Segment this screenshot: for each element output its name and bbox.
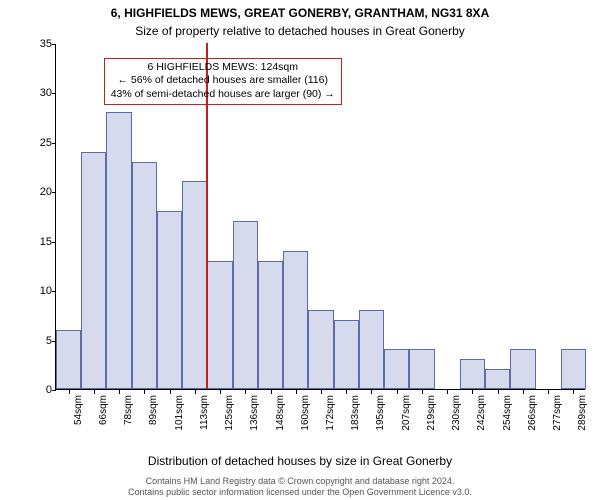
histogram-bar bbox=[359, 310, 384, 389]
chart-subtitle: Size of property relative to detached ho… bbox=[0, 24, 600, 38]
x-tick-mark bbox=[472, 390, 473, 394]
footer: Contains HM Land Registry data © Crown c… bbox=[0, 476, 600, 498]
histogram-bar bbox=[106, 112, 131, 389]
chart-title: 6, HIGHFIELDS MEWS, GREAT GONERBY, GRANT… bbox=[0, 6, 600, 20]
histogram-bar bbox=[308, 310, 333, 389]
x-tick-label: 277sqm bbox=[552, 395, 563, 431]
x-tick-label: 195sqm bbox=[375, 395, 386, 431]
histogram-bar bbox=[81, 152, 106, 389]
x-tick-label: 113sqm bbox=[199, 395, 210, 430]
x-tick-mark bbox=[573, 390, 574, 394]
annotation-line: 43% of semi-detached houses are larger (… bbox=[111, 88, 335, 102]
x-tick-label: 125sqm bbox=[224, 395, 235, 431]
histogram-bar bbox=[182, 181, 207, 389]
x-tick-mark bbox=[447, 390, 448, 394]
y-tick-mark bbox=[52, 242, 56, 243]
x-tick-label: 207sqm bbox=[401, 395, 412, 431]
histogram-bar bbox=[56, 330, 81, 389]
histogram-bar bbox=[485, 369, 510, 389]
chart-container: 6, HIGHFIELDS MEWS, GREAT GONERBY, GRANT… bbox=[0, 0, 600, 500]
y-tick-mark bbox=[52, 143, 56, 144]
x-tick-label: 78sqm bbox=[123, 395, 134, 425]
annotation-line: ← 56% of detached houses are smaller (11… bbox=[111, 74, 335, 88]
x-tick-mark bbox=[245, 390, 246, 394]
histogram-bar bbox=[510, 349, 535, 389]
histogram-bar bbox=[561, 349, 586, 389]
histogram-bar bbox=[409, 349, 434, 389]
x-tick-mark bbox=[144, 390, 145, 394]
y-tick-mark bbox=[52, 44, 56, 45]
y-tick-label: 5 bbox=[28, 335, 52, 347]
x-tick-mark bbox=[498, 390, 499, 394]
histogram-bar bbox=[157, 211, 182, 389]
x-tick-mark bbox=[271, 390, 272, 394]
x-tick-label: 136sqm bbox=[249, 395, 260, 431]
x-tick-mark bbox=[119, 390, 120, 394]
x-tick-mark bbox=[94, 390, 95, 394]
x-tick-mark bbox=[548, 390, 549, 394]
x-tick-label: 289sqm bbox=[577, 395, 588, 431]
histogram-bar bbox=[132, 162, 157, 389]
x-tick-label: 89sqm bbox=[148, 395, 159, 425]
y-tick-mark bbox=[52, 93, 56, 94]
x-tick-label: 172sqm bbox=[325, 395, 336, 431]
annotation-line: 6 HIGHFIELDS MEWS: 124sqm bbox=[111, 61, 335, 75]
x-tick-mark bbox=[523, 390, 524, 394]
x-tick-label: 219sqm bbox=[426, 395, 437, 431]
y-tick-label: 0 bbox=[28, 384, 52, 396]
x-tick-mark bbox=[195, 390, 196, 394]
histogram-bar bbox=[233, 221, 258, 389]
y-tick-label: 30 bbox=[28, 87, 52, 99]
x-tick-mark bbox=[346, 390, 347, 394]
y-tick-label: 20 bbox=[28, 186, 52, 198]
y-tick-label: 25 bbox=[28, 137, 52, 149]
footer-line-1: Contains HM Land Registry data © Crown c… bbox=[0, 476, 600, 487]
x-tick-label: 66sqm bbox=[98, 395, 109, 425]
histogram-bar bbox=[384, 349, 409, 389]
x-tick-mark bbox=[422, 390, 423, 394]
x-tick-mark bbox=[296, 390, 297, 394]
y-tick-mark bbox=[52, 192, 56, 193]
histogram-bar bbox=[258, 261, 283, 390]
x-tick-label: 160sqm bbox=[300, 395, 311, 431]
x-axis-label: Distribution of detached houses by size … bbox=[0, 454, 600, 468]
x-tick-label: 242sqm bbox=[476, 395, 487, 431]
histogram-bar bbox=[283, 251, 308, 389]
histogram-bar bbox=[460, 359, 485, 389]
histogram-bar bbox=[207, 261, 232, 390]
x-tick-label: 148sqm bbox=[275, 395, 286, 431]
annotation-box: 6 HIGHFIELDS MEWS: 124sqm← 56% of detach… bbox=[104, 58, 342, 105]
y-tick-label: 10 bbox=[28, 285, 52, 297]
x-tick-label: 183sqm bbox=[350, 395, 361, 431]
x-tick-label: 254sqm bbox=[502, 395, 513, 431]
x-tick-label: 230sqm bbox=[451, 395, 462, 431]
x-tick-mark bbox=[220, 390, 221, 394]
footer-line-2: Contains public sector information licen… bbox=[0, 487, 600, 498]
x-tick-mark bbox=[397, 390, 398, 394]
x-tick-mark bbox=[371, 390, 372, 394]
y-tick-label: 15 bbox=[28, 236, 52, 248]
y-tick-label: 35 bbox=[28, 38, 52, 50]
x-tick-label: 101sqm bbox=[174, 395, 185, 431]
y-tick-mark bbox=[52, 390, 56, 391]
x-tick-mark bbox=[69, 390, 70, 394]
x-tick-mark bbox=[170, 390, 171, 394]
y-tick-mark bbox=[52, 291, 56, 292]
x-tick-mark bbox=[321, 390, 322, 394]
histogram-bar bbox=[334, 320, 359, 389]
x-tick-label: 54sqm bbox=[73, 395, 84, 425]
x-tick-label: 266sqm bbox=[527, 395, 538, 431]
plot-area: 0510152025303554sqm66sqm78sqm89sqm101sqm… bbox=[55, 44, 585, 390]
